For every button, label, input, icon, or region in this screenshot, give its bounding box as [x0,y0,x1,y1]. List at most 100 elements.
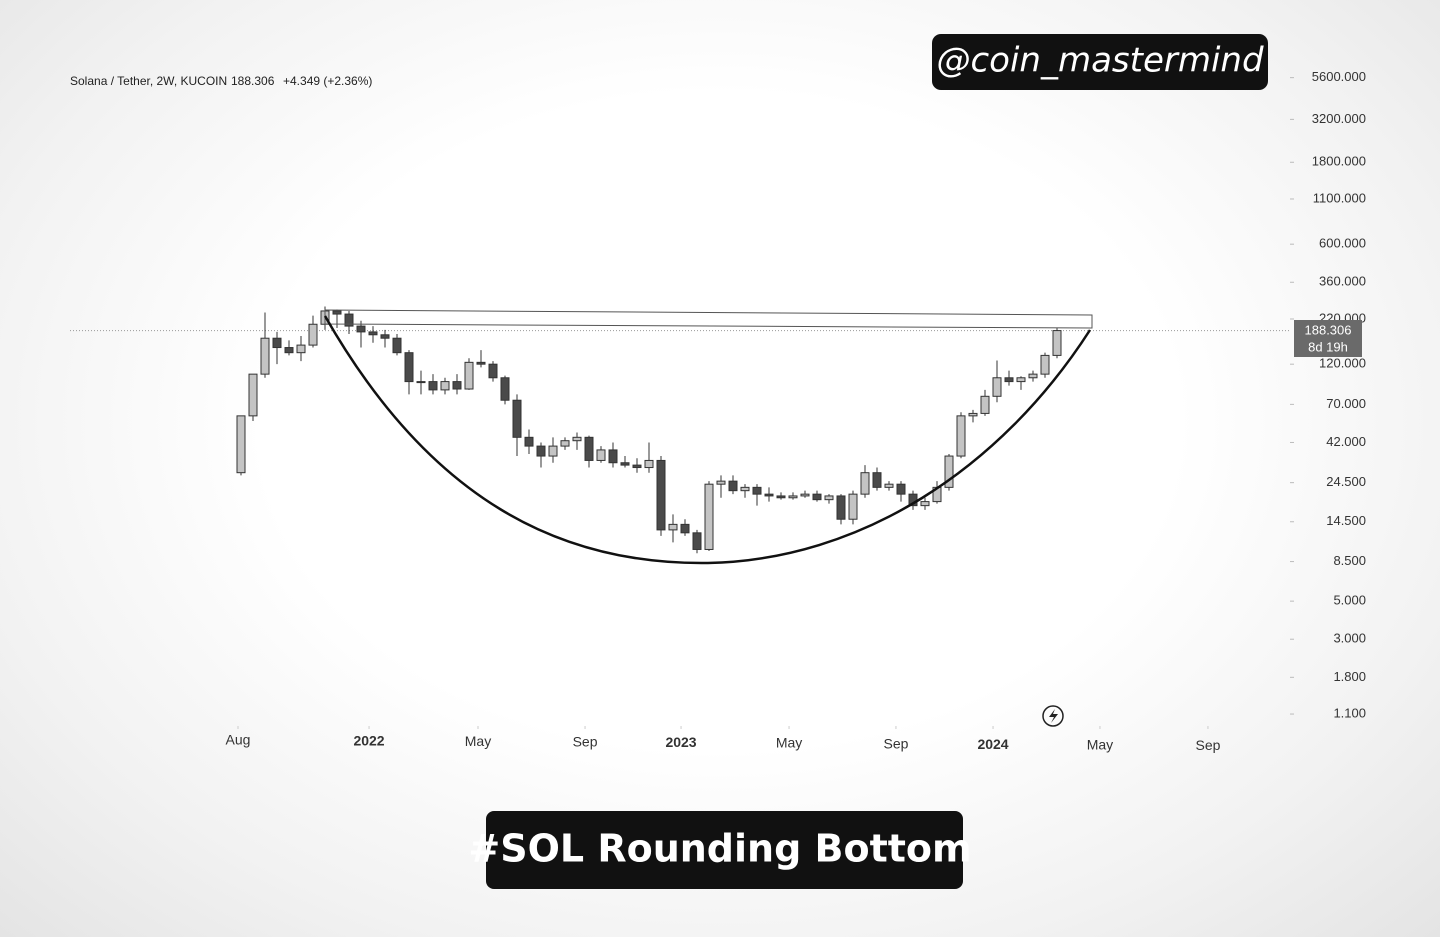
x-tick-label: 2022 [353,732,384,748]
candle-body [692,532,702,550]
x-tick-label: Sep [573,734,598,750]
candle-body [272,337,282,349]
candle-body [524,436,534,447]
candle-body [956,415,966,457]
watermark: @coin_mastermind [936,41,1264,81]
y-tick-label: 600.000 [1319,236,1366,251]
price-label-box [1294,320,1362,357]
caption: #SOL Rounding Bottom [468,827,971,871]
candle-body [512,399,522,438]
candle-body [464,361,474,390]
y-tick-label: 360.000 [1319,274,1366,289]
candle-body [836,495,846,520]
y-tick-label: 1800.000 [1312,154,1366,169]
y-tick-label: 14.500 [1326,513,1366,528]
candle-body [344,313,354,327]
candle-body [992,377,1002,397]
candle-body [704,483,714,550]
candle-body [896,483,906,495]
candle-body [872,472,882,488]
x-tick-label: May [465,733,491,749]
countdown-label: 8d 19h [1308,339,1348,354]
candle-body [536,445,546,457]
candle-body [680,523,690,534]
y-tick-label: 5.000 [1333,593,1366,608]
candle-body [716,480,726,485]
y-tick-label: 42.000 [1326,434,1366,449]
candle-body [848,493,858,520]
candle-body [392,337,402,354]
candle-body [860,472,870,495]
candle-body [668,523,678,531]
candle-body [260,337,270,375]
candle-body [884,483,894,488]
candle-body [584,436,594,461]
candle-body [800,493,810,497]
candle-body [620,462,630,466]
x-tick-label: Aug [226,732,251,748]
candle-body [500,377,510,401]
candle-body [548,445,558,457]
plot-area [70,306,1290,554]
x-tick-label: May [776,735,802,751]
candle-body [236,415,246,474]
candle-body [248,373,258,417]
candle-body [968,412,978,417]
candle-body [572,436,582,442]
y-tick-label: 1100.000 [1313,190,1366,205]
lightning-icon [1042,705,1064,727]
candle-body [452,381,462,390]
candle-body [560,440,570,447]
candle-body [356,325,366,333]
candle-body [632,464,642,469]
candle-body [1016,377,1026,383]
y-tick-label: 8.500 [1333,553,1366,568]
x-tick-label: 2024 [977,736,1008,752]
candle-body [788,495,798,499]
candle-body [476,361,486,365]
lightning-bolt [1049,709,1058,723]
y-tick-label: 24.500 [1326,474,1366,489]
y-tick-label: 70.000 [1326,396,1366,411]
y-tick-label: 1.800 [1333,669,1366,684]
x-tick-label: 2023 [665,734,696,750]
candle-body [944,455,954,488]
resistance-zone [324,309,1093,329]
rounding-bottom-curve [323,315,1092,565]
candle-body [608,449,618,464]
watermark-box [932,34,1268,90]
candle-body [404,352,414,383]
candle-body [296,344,306,354]
candle-body [284,347,294,354]
candle-body [1028,373,1038,379]
candle-body [728,480,738,492]
candle-body [416,381,426,384]
candle-body [1004,377,1014,383]
header-price: 188.306 [231,74,275,88]
candle-body [332,310,342,315]
candle-body [980,395,990,414]
candle-body [596,449,606,461]
y-tick-label: 120.000 [1319,356,1366,371]
price-label: 188.306 [1305,322,1352,337]
x-tick-label: Sep [1195,737,1220,753]
candle-body [752,486,762,495]
symbol-info: Solana / Tether, 2W, KUCOIN [70,74,227,88]
candle-body [1052,330,1062,356]
candle-body [764,493,774,497]
x-tick-label: May [1087,737,1113,753]
candle-body [368,331,378,336]
candle-body [644,459,654,469]
candle-body [1040,354,1050,375]
y-tick-label: 5600.000 [1312,69,1366,84]
axes: 1.100 1.800 3.000 5.000 8.500 14.500 24.500 42.… [226,69,1366,753]
candle-body [776,495,786,499]
candle-body [380,334,390,339]
y-tick-label: 3200.000 [1312,111,1366,126]
x-tick-label: Sep [883,735,908,751]
candle-body [920,501,930,507]
candle-body [812,493,822,501]
header-change: +4.349 (+2.36%) [283,74,372,88]
